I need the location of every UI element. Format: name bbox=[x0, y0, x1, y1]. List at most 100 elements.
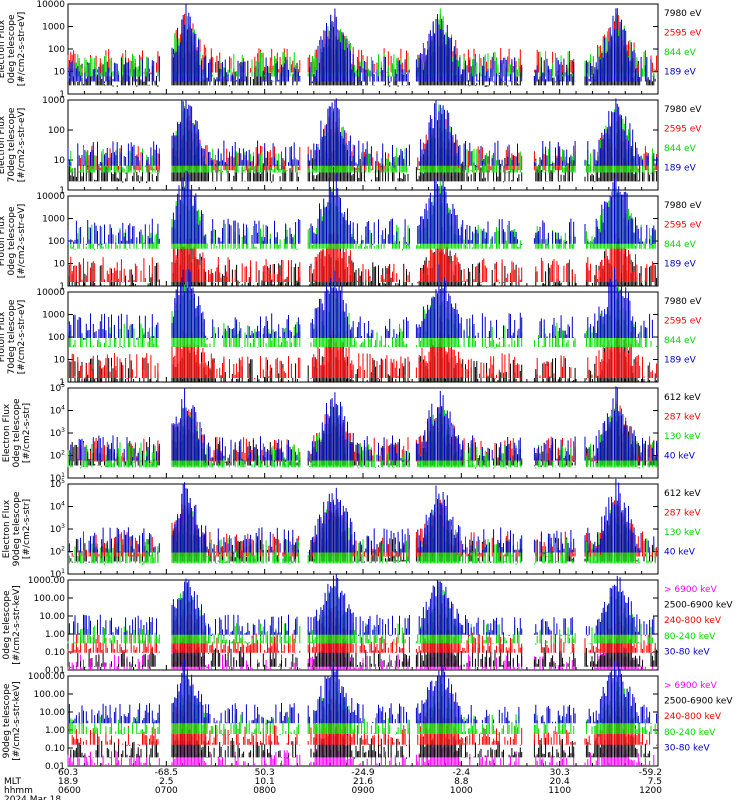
y-tick-label: 10 bbox=[54, 68, 66, 78]
legend-entry: 30-80 keV bbox=[664, 743, 710, 753]
y-tick-label: 1 bbox=[59, 282, 65, 292]
series-240-800-kev bbox=[71, 690, 658, 747]
legend-entry: 189 eV bbox=[664, 68, 697, 78]
y-axis-label: [#/cm2-s-str] bbox=[22, 499, 32, 559]
y-axis-label: Electron Flux bbox=[2, 403, 12, 462]
x-tick-hhmm: 0700 bbox=[155, 786, 178, 796]
y-tick-label: 104 bbox=[50, 405, 65, 417]
series-2595-ev bbox=[68, 317, 658, 380]
y-axis-label: Proton Flux bbox=[0, 311, 7, 362]
y-axis-label: [#/cm2-s-str] bbox=[22, 403, 32, 463]
x-tick-mlt: 7.5 bbox=[648, 777, 662, 787]
legend-entry: 7980 eV bbox=[664, 105, 702, 115]
panel-3: 1 10 100 1000 10000 Proton Flux 0deg telescope… bbox=[0, 167, 702, 292]
y-tick-label: 10000 bbox=[36, 288, 65, 298]
legend-entry: 240-800 keV bbox=[664, 616, 722, 626]
x-tick-lat: 30.3 bbox=[550, 768, 570, 778]
series-40-kev bbox=[68, 386, 658, 463]
series-80-240-kev bbox=[67, 585, 656, 645]
series-trace bbox=[67, 167, 656, 246]
y-tick-label: 10000 bbox=[36, 0, 65, 10]
legend-entry: 844 eV bbox=[664, 240, 697, 250]
series-trace bbox=[70, 709, 651, 759]
series-189-ev bbox=[67, 4, 656, 84]
y-axis-label: 0deg telescope bbox=[2, 590, 12, 660]
x-tick-lat: -68.5 bbox=[155, 768, 178, 778]
panel-1: 1 10 100 1000 10000 Electron Flux 0deg telesco… bbox=[0, 0, 702, 100]
y-axis-label: [#/cm2-s-str-keV] bbox=[12, 585, 22, 664]
x-tick-hhmm: 0900 bbox=[352, 786, 375, 796]
y-tick-label: 1000.00 bbox=[28, 672, 65, 682]
legend-entry: 2595 eV bbox=[664, 125, 702, 135]
y-axis-label: [#/cm2-s-str-eV] bbox=[17, 204, 27, 279]
y-axis-label: Electron Flux bbox=[2, 499, 12, 558]
x-tick-lat: -2.4 bbox=[453, 768, 471, 778]
legend-entry: 130 keV bbox=[664, 528, 701, 538]
y-axis-label: 70deg telescope bbox=[7, 107, 17, 182]
y-tick-label: 10000 bbox=[36, 192, 65, 202]
series-189-ev bbox=[67, 98, 658, 168]
x-row-label-hhmm: hhmm bbox=[4, 786, 33, 796]
y-tick-label: 1 bbox=[59, 186, 65, 196]
legend-entry: 40 keV bbox=[664, 548, 696, 558]
y-tick-label: 10 bbox=[54, 260, 66, 270]
legend-entry: 7980 eV bbox=[664, 9, 702, 19]
y-tick-label: 100 bbox=[48, 126, 65, 136]
legend-entry: 2500-6900 keV bbox=[664, 697, 733, 707]
legend-entry: 287 keV bbox=[664, 509, 701, 519]
series-trace bbox=[68, 478, 655, 554]
y-tick-label: 1000 bbox=[42, 215, 65, 225]
series-2595-ev bbox=[68, 226, 655, 284]
legend-entry: 612 keV bbox=[664, 489, 701, 499]
series-trace bbox=[71, 690, 658, 747]
y-axis-label: Proton Flux bbox=[0, 215, 7, 266]
y-tick-label: 1000.00 bbox=[28, 576, 65, 586]
legend-entry: 80-240 keV bbox=[664, 632, 716, 642]
y-tick-label: 102 bbox=[50, 450, 65, 462]
series-trace bbox=[70, 181, 656, 251]
y-tick-label: 10.00 bbox=[39, 708, 65, 718]
x-row-label-mlt: MLT bbox=[4, 777, 22, 787]
y-axis-label: [#/cm2-s-str-eV] bbox=[17, 12, 27, 87]
series-287-kev bbox=[71, 497, 658, 558]
series-130-kev bbox=[68, 495, 656, 565]
series-30-80-kev bbox=[67, 659, 658, 725]
x-tick-hhmm: 1100 bbox=[548, 786, 571, 796]
panel-8: 0.01 0.10 1.00 10.00 100.00 1000.00 90deg tele… bbox=[2, 659, 733, 772]
y-tick-label: 1 bbox=[59, 90, 65, 100]
x-tick-mlt: 2.5 bbox=[159, 777, 173, 787]
series-trace bbox=[68, 317, 658, 380]
series-30-80-kev bbox=[68, 574, 655, 636]
y-tick-label: 102 bbox=[50, 546, 65, 558]
y-tick-label: 100 bbox=[48, 45, 65, 55]
series-trace bbox=[67, 98, 658, 168]
legend-entry: 612 keV bbox=[664, 393, 701, 403]
legend-entry: 130 keV bbox=[664, 432, 701, 442]
series-trace bbox=[67, 36, 655, 87]
y-axis-label: [#/cm2-s-str-keV] bbox=[12, 681, 22, 760]
x-tick-lat: -59.2 bbox=[639, 768, 662, 778]
series-2500-6900-kev bbox=[67, 621, 658, 668]
y-tick-label: 10 bbox=[54, 156, 66, 166]
y-axis-label: 0deg telescope bbox=[7, 14, 17, 84]
series-trace bbox=[68, 495, 656, 565]
legend-entry: 2595 eV bbox=[664, 29, 702, 39]
series-40-kev bbox=[68, 478, 655, 554]
y-tick-label: 105 bbox=[50, 478, 65, 490]
y-tick-label: 0.01 bbox=[45, 762, 65, 772]
x-tick-mlt: 20.4 bbox=[550, 777, 570, 787]
legend-entry: 844 eV bbox=[664, 144, 697, 154]
y-tick-label: 104 bbox=[50, 501, 65, 513]
panel-7: 0.01 0.10 1.00 10.00 100.00 1000.00 0deg teles… bbox=[2, 574, 733, 676]
series-189-ev bbox=[67, 264, 653, 340]
series-trace bbox=[70, 108, 658, 172]
legend-entry: 7980 eV bbox=[664, 297, 702, 307]
series-trace bbox=[71, 497, 658, 558]
series-trace bbox=[67, 4, 656, 84]
series-trace bbox=[67, 659, 658, 725]
y-axis-label: Electron Flux bbox=[0, 115, 7, 174]
